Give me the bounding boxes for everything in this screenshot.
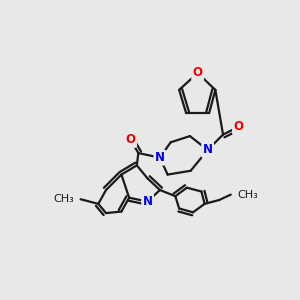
- Text: O: O: [126, 134, 136, 146]
- Text: CH₃: CH₃: [53, 194, 74, 204]
- Text: O: O: [233, 120, 244, 134]
- Text: CH₃: CH₃: [237, 190, 258, 200]
- Text: N: N: [142, 195, 153, 208]
- Text: N: N: [155, 151, 165, 164]
- Text: O: O: [193, 67, 202, 80]
- Text: N: N: [203, 143, 213, 157]
